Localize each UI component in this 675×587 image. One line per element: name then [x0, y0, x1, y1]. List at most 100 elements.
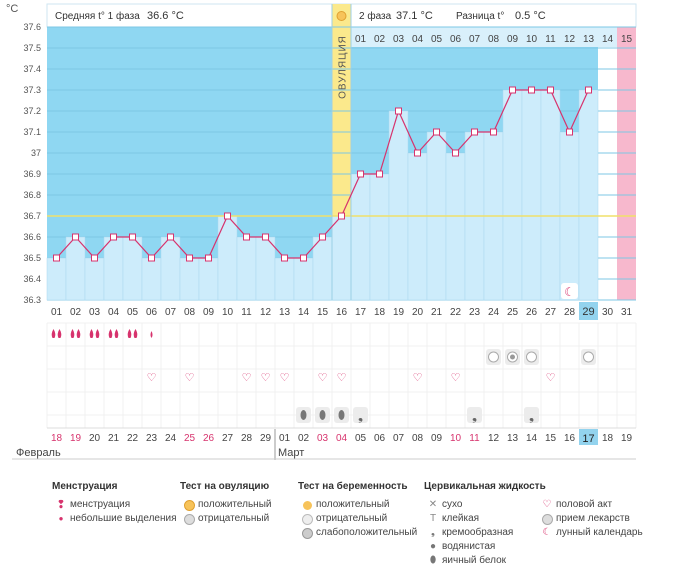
temperature-point[interactable] [129, 233, 136, 241]
temperature-point[interactable] [110, 233, 117, 241]
cycle-day-label: 31 [621, 307, 633, 318]
y-tick-label: 37.6 [23, 22, 41, 32]
temperature-point[interactable] [395, 107, 402, 115]
legend-light-discharge-item: небольшие выделения [70, 513, 177, 524]
legend-medication: прием лекарств [556, 513, 630, 524]
temperature-point[interactable] [547, 86, 554, 94]
temperature-point[interactable] [53, 254, 60, 262]
cycle-day-label: 15 [317, 307, 329, 318]
fluid-box [467, 407, 482, 423]
temperature-point[interactable] [148, 254, 155, 262]
phase2-day-label: 13 [583, 34, 595, 45]
legend-menstruation-title: Менструация [52, 481, 118, 492]
symptom-row [47, 415, 636, 437]
cycle-day-label: 22 [450, 307, 462, 318]
temperature-point[interactable] [167, 233, 174, 241]
calendar-date: 11 [469, 433, 480, 444]
cycle-day-label: 05 [127, 307, 139, 318]
cycle-day-label: 19 [393, 307, 405, 318]
legend-pregnancy-positive: положительный [316, 499, 390, 510]
phase2-day-row-pink [617, 27, 636, 47]
temperature-point[interactable] [319, 233, 326, 241]
ovulation-test-negative-icon [180, 513, 198, 525]
egg-white-icon [319, 410, 326, 420]
cycle-day-label: 10 [222, 307, 234, 318]
pregnancy-test-icon [488, 351, 499, 363]
temperature-point[interactable] [528, 86, 535, 94]
y-tick-label: 36.4 [23, 274, 41, 284]
cycle-day-label: 28 [564, 307, 576, 318]
phase2-day-row [351, 27, 636, 47]
y-tick-label: 37.1 [23, 127, 41, 137]
current-cycle-day-highlight [579, 302, 598, 320]
menstruation-drop-icon [108, 329, 119, 338]
temperature-point[interactable] [509, 86, 516, 94]
legend-pregnancy-test-title: Тест на беременность [298, 481, 408, 492]
cycle-day-label: 21 [431, 307, 443, 318]
ovulation-test-positive-icon [180, 499, 198, 511]
temperature-point[interactable] [585, 86, 592, 94]
temperature-point[interactable] [357, 170, 364, 178]
calendar-date: 16 [564, 433, 576, 444]
cycle-day-label: 09 [203, 307, 215, 318]
temperature-point[interactable] [452, 149, 459, 157]
symptom-row [47, 346, 636, 368]
temperature-point[interactable] [300, 254, 307, 262]
temperature-point[interactable] [205, 254, 212, 262]
cycle-day-label: 04 [108, 307, 120, 318]
temperature-point[interactable] [224, 212, 231, 220]
calendar-date: 22 [127, 433, 139, 444]
symptom-row [47, 392, 636, 414]
temperature-point[interactable] [72, 233, 79, 241]
sticky-icon: T [429, 513, 437, 524]
legend-intercourse: половой акт [556, 499, 613, 510]
symptom-row [47, 369, 636, 391]
temperature-bar [502, 89, 523, 301]
temperature-point[interactable] [490, 128, 497, 136]
temperature-point[interactable] [186, 254, 193, 262]
y-tick-label: 36.7 [23, 211, 41, 221]
temperature-point[interactable] [414, 149, 421, 157]
fluid-box [524, 407, 539, 423]
pregnancy-test-icon [526, 351, 537, 363]
temperature-bar [445, 152, 466, 301]
pill-icon [538, 513, 556, 525]
cycle-day-label: 18 [374, 307, 386, 318]
creamy-icon: ❟ [431, 527, 435, 538]
temperature-point[interactable] [471, 128, 478, 136]
symptom-row [47, 323, 636, 345]
temperature-point[interactable] [376, 170, 383, 178]
heart-icon: ♡ [242, 372, 252, 384]
phase2-day-label: 07 [469, 34, 481, 45]
temperature-bar [160, 236, 181, 301]
temperature-bar [540, 89, 561, 301]
menstruation-drop-icon [70, 329, 81, 338]
calendar-date: 18 [602, 433, 614, 444]
temperature-point[interactable] [281, 254, 288, 262]
temperature-bar [236, 236, 257, 301]
temperature-point[interactable] [566, 128, 573, 136]
creamy-icon: ❟ [529, 408, 534, 423]
temperature-point[interactable] [91, 254, 98, 262]
cycle-day-label: 20 [412, 307, 424, 318]
phase2-day-label: 02 [374, 34, 386, 45]
period-column [598, 27, 617, 300]
temperature-point[interactable] [243, 233, 250, 241]
legend-pregnancy-weak: слабоположительный [316, 527, 418, 538]
calendar-date: 10 [450, 433, 462, 444]
light-discharge-icon [150, 331, 153, 338]
y-tick-label: 37 [31, 148, 41, 158]
temperature-point[interactable] [433, 128, 440, 136]
calendar-date: 19 [621, 433, 633, 444]
calendar-date: 24 [165, 433, 177, 444]
temperature-point[interactable] [262, 233, 269, 241]
calendar-date: 14 [526, 433, 538, 444]
calendar-date: 13 [507, 433, 519, 444]
month-mar: Март [278, 447, 304, 459]
legend-ovulation-test: Тест на овуляцию положительный отрицател… [180, 480, 271, 526]
difference-value: 0.5 °C [515, 10, 546, 22]
temperature-point[interactable] [338, 212, 345, 220]
legend-ovulation-test-title: Тест на овуляцию [180, 481, 270, 492]
temperature-bar [388, 110, 409, 301]
legend-cervical-title: Цервикальная жидкость [424, 481, 546, 492]
